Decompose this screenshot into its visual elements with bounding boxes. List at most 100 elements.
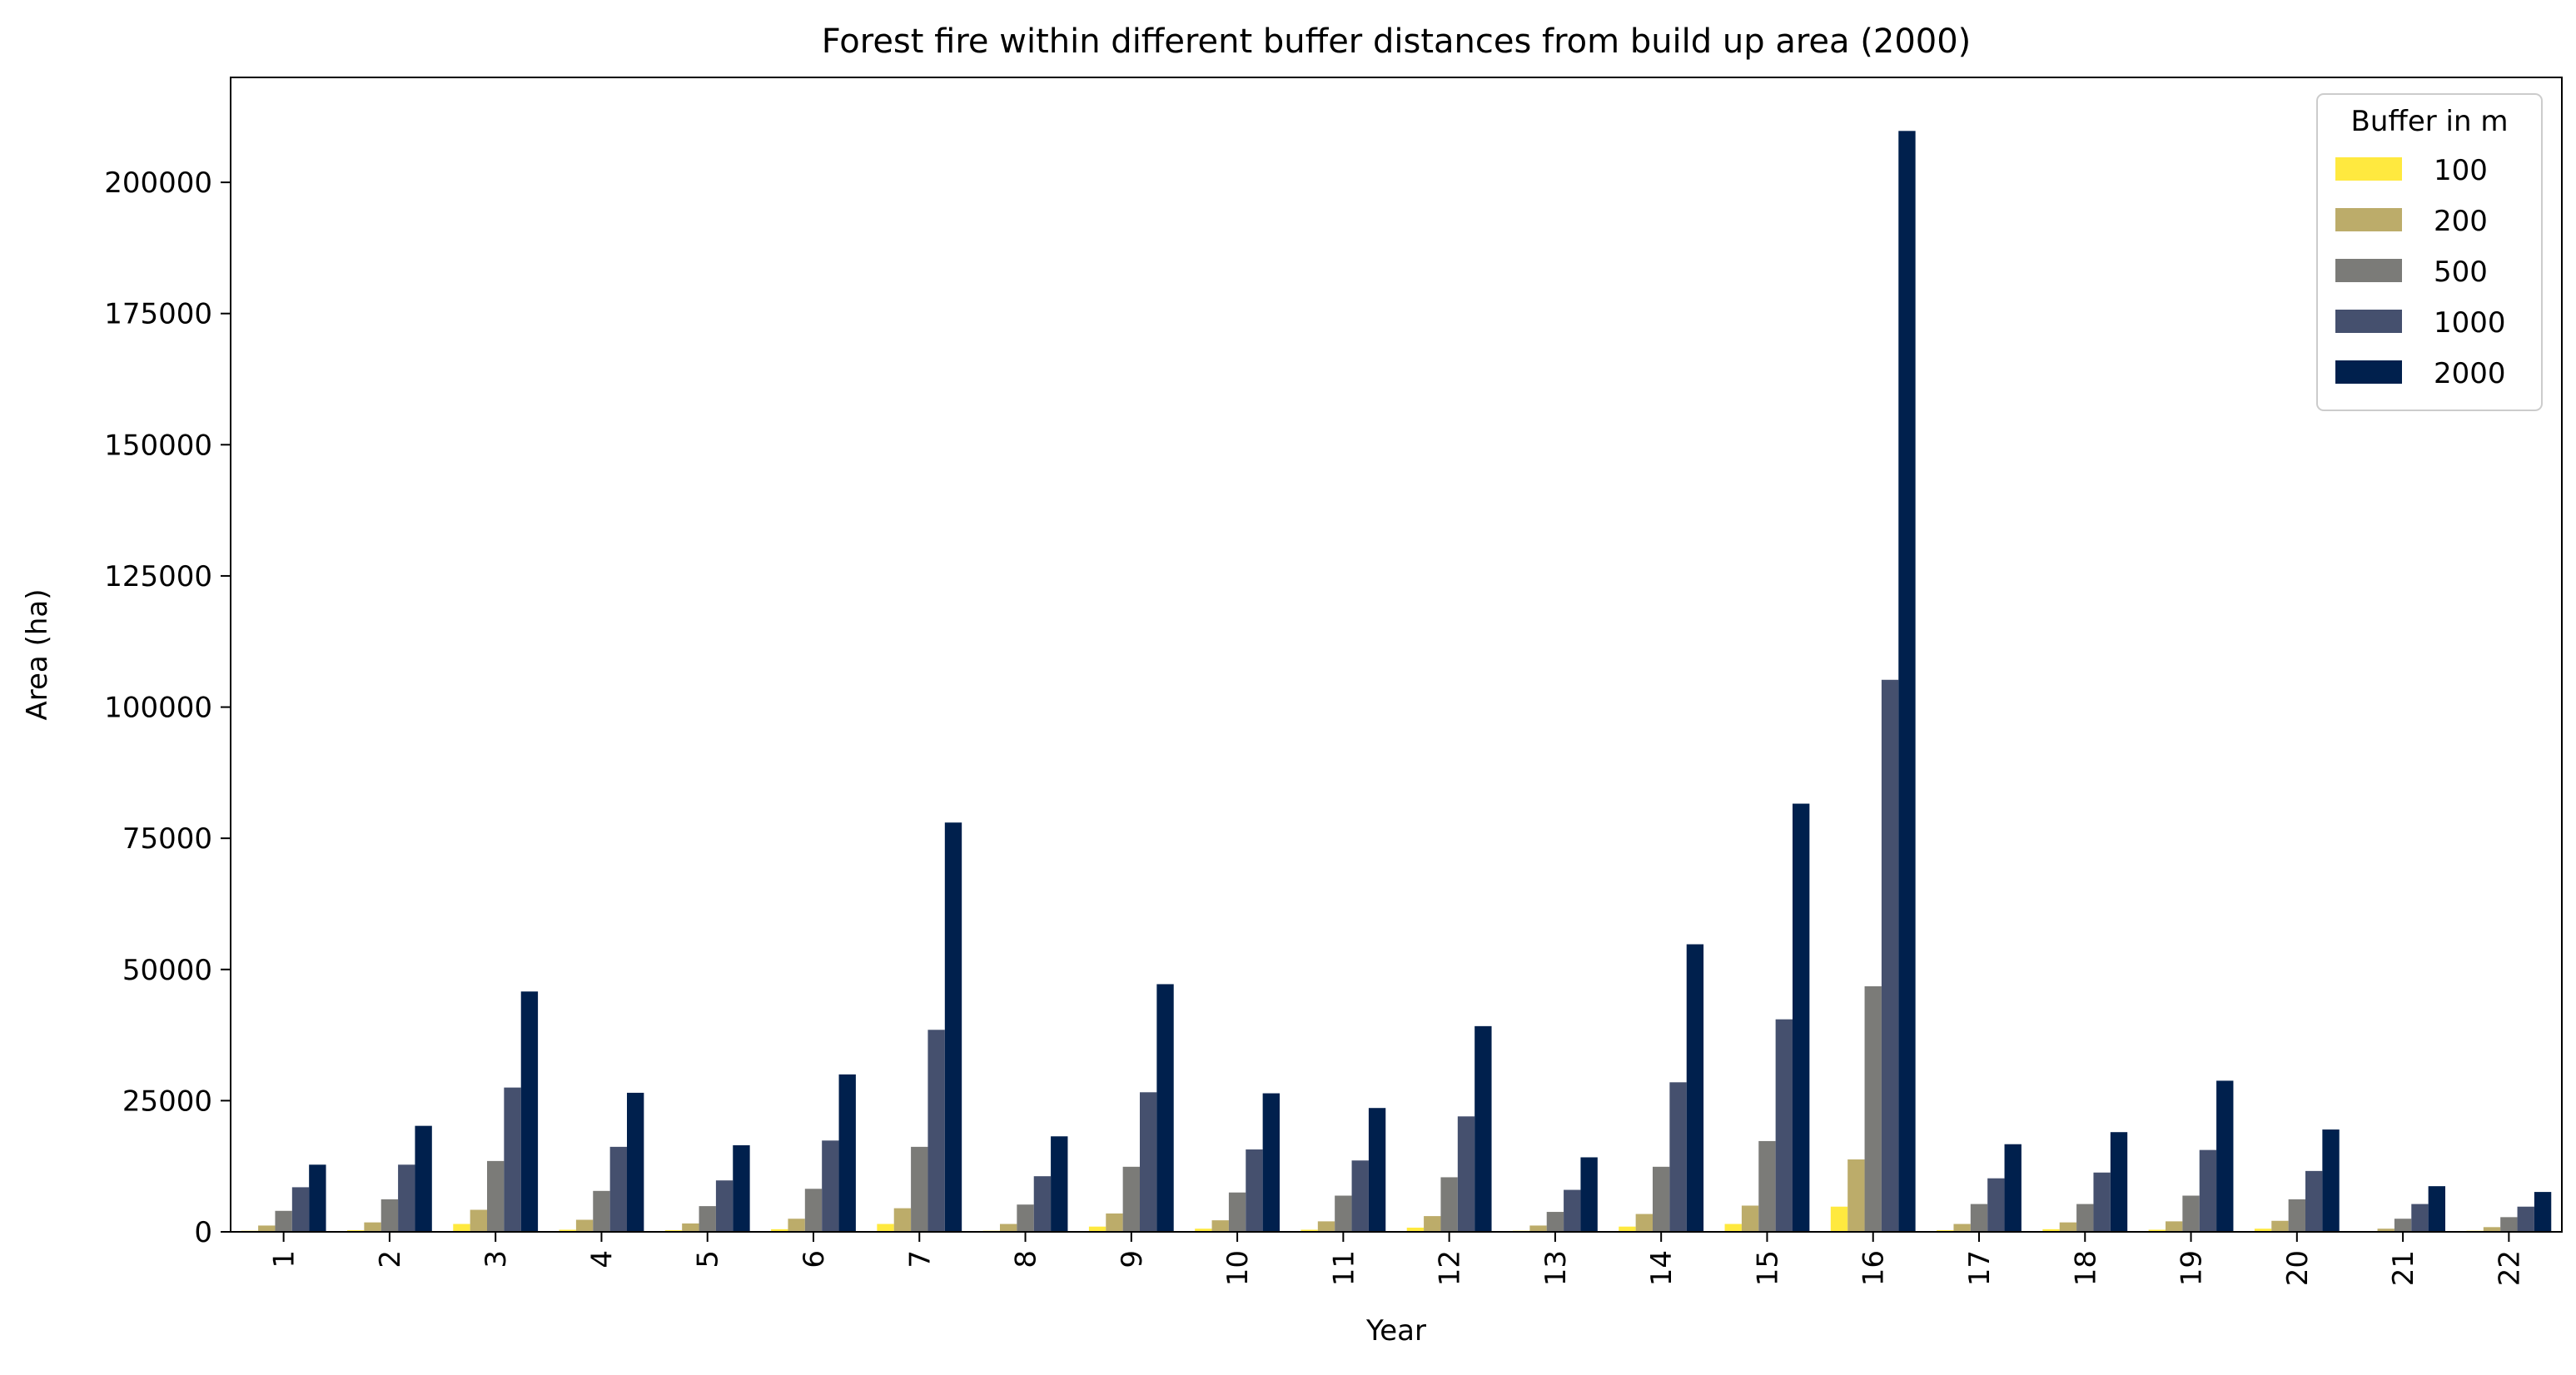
x-tick-label-7: 7 — [903, 1250, 937, 1268]
x-tick-label-17: 17 — [1963, 1250, 1997, 1286]
bar-200-22 — [2483, 1227, 2501, 1232]
y-tick-label-75000: 75000 — [122, 822, 212, 856]
bar-500-6 — [804, 1189, 823, 1232]
bar-1000-4 — [609, 1146, 627, 1232]
y-tick-label-200000: 200000 — [104, 166, 212, 200]
bar-500-13 — [1546, 1212, 1564, 1232]
legend-label-200: 200 — [2434, 205, 2488, 238]
x-tick-label-15: 15 — [1751, 1250, 1784, 1286]
bar-1000-15 — [1775, 1019, 1793, 1232]
bar-1000-6 — [822, 1140, 839, 1232]
bar-100-14 — [1619, 1226, 1636, 1232]
bar-1000-10 — [1246, 1149, 1263, 1232]
x-tick-label-19: 19 — [2176, 1250, 2209, 1286]
x-tick-label-1: 1 — [268, 1250, 301, 1268]
bar-2000-22 — [2534, 1192, 2552, 1232]
bar-2000-2 — [415, 1125, 432, 1232]
bar-200-18 — [2059, 1222, 2077, 1232]
bar-1000-17 — [1987, 1178, 2005, 1232]
y-tick-label-125000: 125000 — [104, 560, 212, 593]
bar-500-4 — [593, 1190, 610, 1232]
bar-1000-13 — [1564, 1189, 1581, 1232]
x-tick-label-12: 12 — [1434, 1250, 1467, 1286]
bar-100-6 — [771, 1229, 788, 1232]
bar-100-15 — [1724, 1224, 1742, 1232]
x-tick-label-2: 2 — [374, 1250, 407, 1268]
bar-200-3 — [470, 1209, 487, 1232]
bar-500-8 — [1017, 1204, 1034, 1232]
x-tick-label-3: 3 — [480, 1250, 513, 1268]
bar-2000-8 — [1051, 1136, 1068, 1232]
bar-2000-5 — [733, 1144, 750, 1232]
bar-500-22 — [2500, 1217, 2518, 1232]
bar-1000-8 — [1033, 1176, 1052, 1232]
bar-2000-14 — [1686, 944, 1704, 1232]
bar-200-6 — [788, 1219, 805, 1232]
bar-500-16 — [1864, 985, 1882, 1232]
bar-500-3 — [487, 1160, 505, 1232]
bar-1000-22 — [2517, 1206, 2534, 1232]
bar-200-19 — [2166, 1221, 2183, 1232]
bar-1000-7 — [927, 1030, 945, 1232]
bar-200-21 — [2377, 1229, 2394, 1232]
bar-1000-11 — [1351, 1160, 1369, 1232]
bar-200-20 — [2271, 1220, 2289, 1232]
y-tick-label-175000: 175000 — [104, 298, 212, 331]
bar-1000-5 — [715, 1180, 734, 1232]
bar-2000-1 — [309, 1164, 326, 1232]
bar-100-10 — [1195, 1229, 1212, 1232]
y-axis-label: Area (ha) — [21, 589, 54, 721]
bar-200-7 — [893, 1208, 912, 1232]
bar-200-12 — [1424, 1216, 1441, 1232]
bar-100-18 — [2042, 1229, 2060, 1232]
bar-1000-19 — [2199, 1149, 2217, 1232]
bar-100-4 — [559, 1229, 576, 1232]
bar-500-5 — [699, 1206, 716, 1232]
x-tick-label-21: 21 — [2387, 1250, 2420, 1286]
bar-2000-13 — [1580, 1157, 1598, 1232]
bar-100-19 — [2148, 1229, 2166, 1232]
x-tick-label-5: 5 — [692, 1250, 725, 1268]
bar-200-14 — [1635, 1214, 1653, 1232]
x-tick-label-16: 16 — [1857, 1250, 1891, 1286]
y-tick-label-0: 0 — [194, 1216, 212, 1249]
plot-frame — [230, 77, 2563, 1233]
x-tick-label-18: 18 — [2069, 1250, 2102, 1286]
bar-100-3 — [453, 1224, 470, 1232]
bar-500-10 — [1228, 1192, 1246, 1232]
x-tick-label-13: 13 — [1539, 1250, 1573, 1286]
bar-500-2 — [380, 1199, 399, 1232]
bar-1000-1 — [291, 1187, 310, 1232]
bar-500-15 — [1758, 1140, 1776, 1232]
legend-swatch-1000 — [2335, 310, 2402, 333]
legend-label-1000: 1000 — [2434, 306, 2506, 340]
bar-200-11 — [1317, 1221, 1335, 1232]
x-tick-label-4: 4 — [585, 1250, 619, 1268]
bar-500-1 — [275, 1210, 292, 1232]
x-tick-label-20: 20 — [2281, 1250, 2315, 1286]
bar-2000-12 — [1474, 1025, 1492, 1232]
bar-1000-2 — [398, 1164, 415, 1232]
bar-100-7 — [877, 1224, 894, 1232]
bar-2000-16 — [1898, 131, 1916, 1232]
bar-200-4 — [575, 1219, 594, 1232]
bar-200-10 — [1211, 1220, 1229, 1232]
bar-2000-10 — [1262, 1093, 1280, 1232]
bar-2000-19 — [2216, 1080, 2234, 1232]
bar-100-16 — [1830, 1206, 1848, 1232]
bar-1000-16 — [1881, 679, 1899, 1232]
bar-500-11 — [1335, 1195, 1352, 1232]
bar-500-7 — [911, 1146, 928, 1232]
y-tick-label-50000: 50000 — [122, 954, 212, 987]
legend-label-100: 100 — [2434, 154, 2488, 187]
bar-200-13 — [1529, 1225, 1547, 1232]
legend-swatch-500 — [2335, 259, 2402, 282]
bar-500-19 — [2182, 1195, 2200, 1232]
chart-title: Forest fire within different buffer dist… — [822, 22, 1972, 61]
bar-1000-12 — [1457, 1116, 1475, 1232]
bar-1000-20 — [2305, 1170, 2323, 1232]
y-tick-label-25000: 25000 — [122, 1085, 212, 1118]
x-tick-label-11: 11 — [1327, 1250, 1360, 1286]
